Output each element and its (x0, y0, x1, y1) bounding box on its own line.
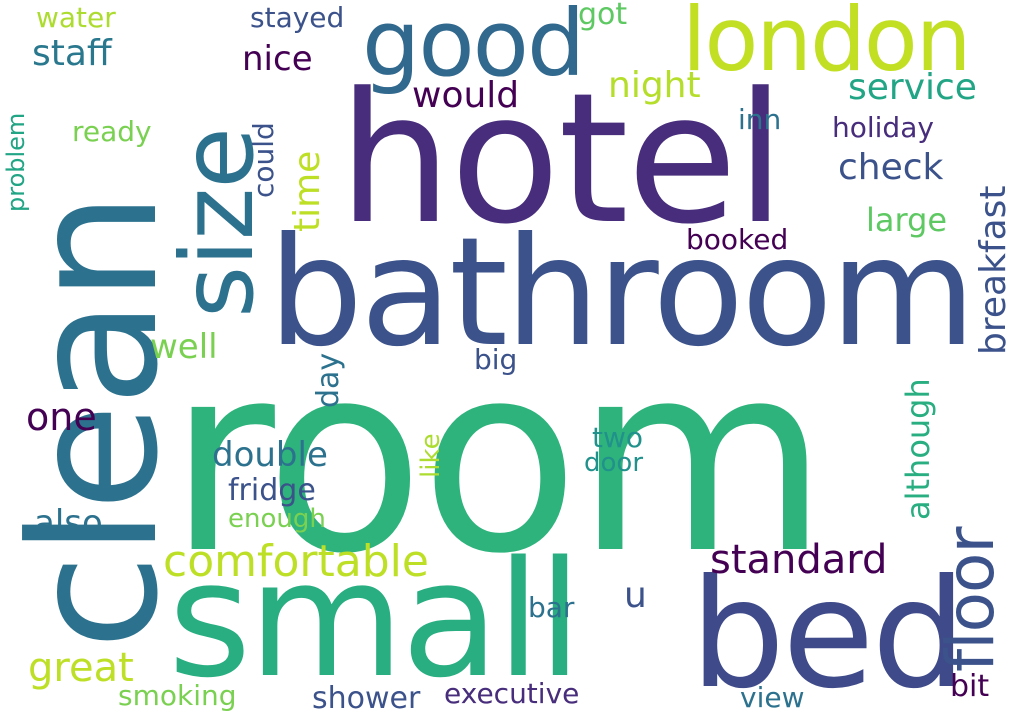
word-ready: ready (72, 115, 152, 148)
word-bit: bit (950, 669, 990, 704)
word-double: double (212, 435, 328, 475)
word-like: like (416, 433, 446, 478)
word-comfortable: comfortable (163, 536, 429, 587)
word-large: large (866, 201, 948, 239)
word-day: day (311, 352, 346, 408)
word-inn: inn (738, 103, 782, 136)
word-big: big (474, 343, 518, 376)
word-service: service (848, 67, 977, 108)
word-nice: nice (242, 39, 313, 79)
word-one: one (26, 395, 97, 439)
word-would: would (412, 75, 520, 116)
word-could: could (247, 122, 280, 198)
word-well: well (150, 327, 218, 367)
word-standard: standard (710, 537, 888, 583)
word-london: london (682, 0, 972, 91)
word-u: u (624, 575, 647, 616)
word-also: also (34, 503, 103, 543)
word-time: time (287, 150, 328, 232)
word-hotel: hotel (338, 55, 786, 264)
word-fridge: fridge (228, 473, 316, 508)
word-holiday: holiday (832, 111, 934, 144)
word-bathroom: bathroom (268, 206, 976, 380)
word-small: small (168, 526, 582, 713)
word-executive: executive (444, 677, 580, 710)
word-bar: bar (528, 591, 575, 624)
word-check: check (838, 147, 944, 188)
word-view: view (740, 681, 805, 714)
word-breakfast: breakfast (973, 185, 1014, 355)
word-floor: floor (932, 527, 1009, 672)
word-enough: enough (228, 504, 326, 534)
word-room: room (168, 309, 829, 611)
word-good: good (362, 0, 585, 97)
word-although: although (899, 378, 937, 520)
word-water: water (36, 1, 116, 34)
word-great: great (28, 645, 134, 691)
word-night: night (608, 65, 701, 106)
word-bed: bed (690, 548, 967, 720)
word-shower: shower (312, 681, 421, 716)
word-got: got (578, 0, 628, 32)
word-door: door (584, 448, 644, 478)
word-problem: problem (2, 112, 30, 212)
word-smoking: smoking (118, 679, 237, 712)
word-booked: booked (686, 223, 789, 256)
word-staff: staff (32, 33, 112, 74)
word-stayed: stayed (250, 1, 345, 34)
word-two: two (592, 421, 644, 454)
